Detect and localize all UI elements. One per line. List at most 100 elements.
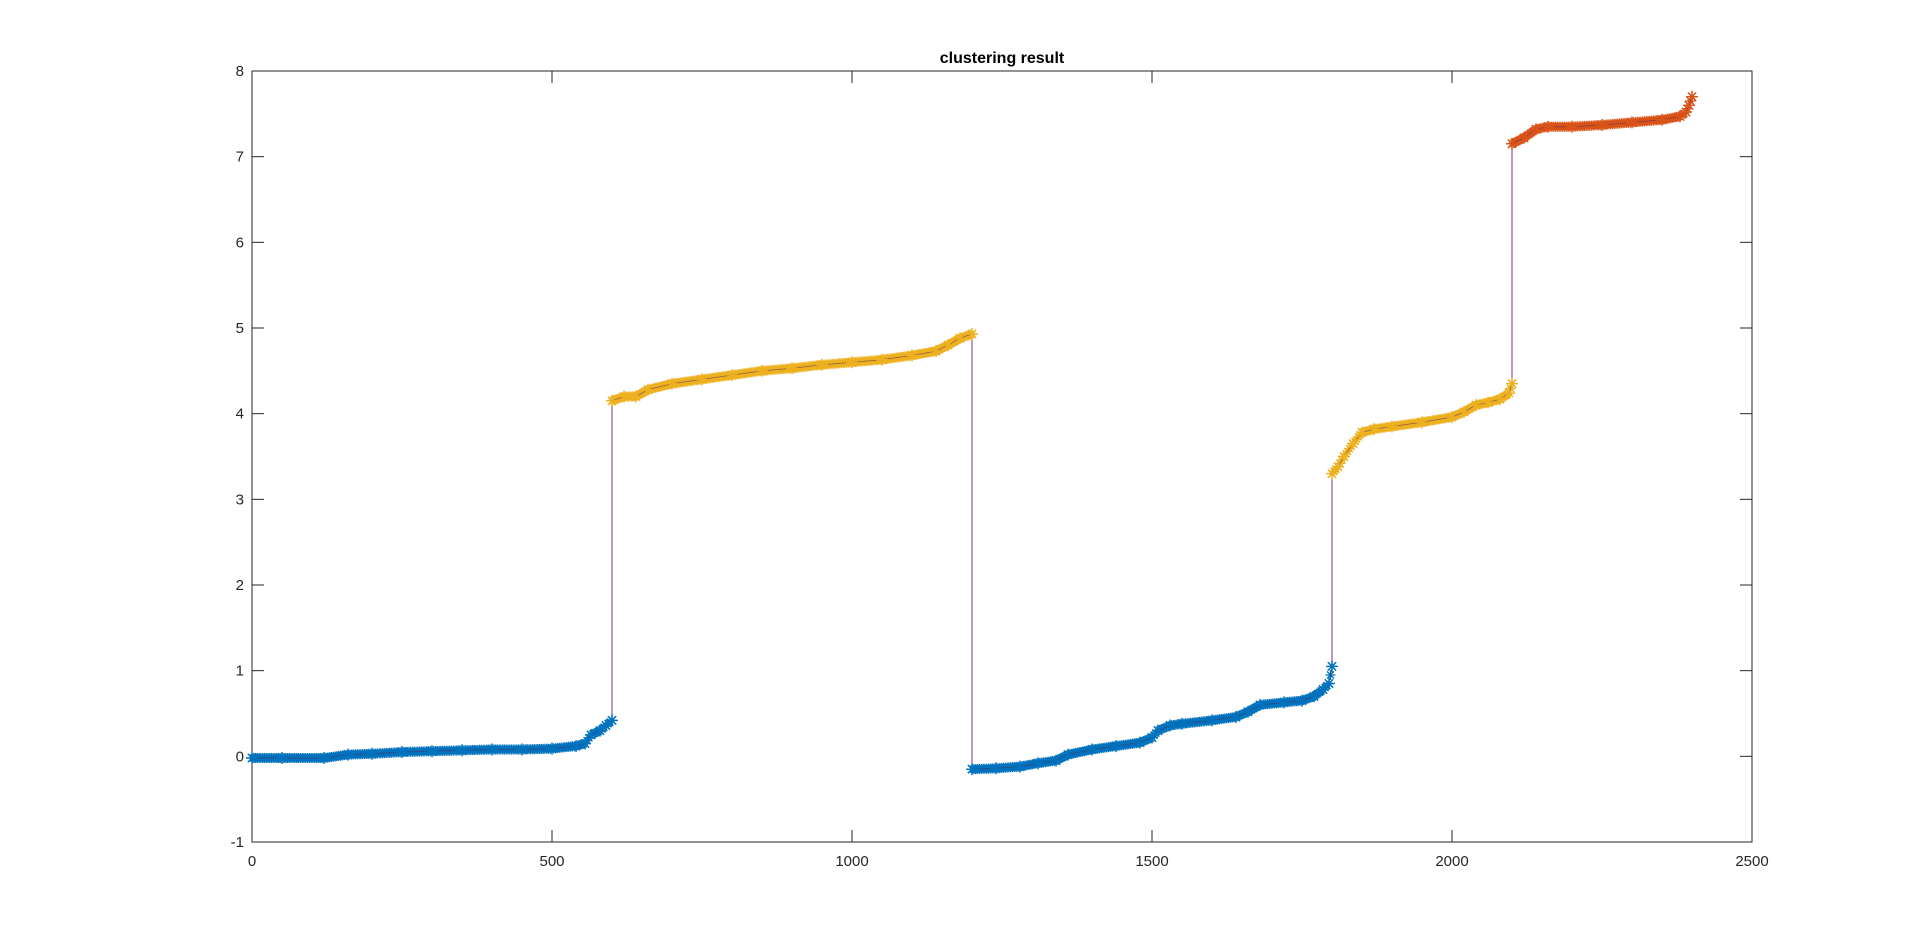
x-tick-label: 2500 xyxy=(1735,853,1768,870)
data-point-marker xyxy=(1317,683,1329,696)
data-point-marker xyxy=(1152,724,1164,737)
data-point-marker xyxy=(570,740,582,753)
data-point-marker xyxy=(1506,377,1518,390)
data-point-marker xyxy=(1242,705,1254,718)
data-point-marker xyxy=(666,377,678,390)
data-point-marker xyxy=(1326,467,1338,480)
data-point-marker xyxy=(966,328,978,340)
data-point-marker xyxy=(1680,106,1692,119)
data-point-marker xyxy=(630,390,642,403)
data-point-marker xyxy=(1176,717,1188,730)
data-point-marker xyxy=(276,752,288,764)
data-point-marker xyxy=(579,737,591,750)
data-point-marker xyxy=(1482,396,1494,409)
x-tick-label: 2000 xyxy=(1435,853,1468,870)
data-point-marker xyxy=(1254,698,1266,711)
data-point-marker xyxy=(966,763,978,776)
data-point-marker xyxy=(1014,760,1026,773)
data-point-marker xyxy=(786,362,798,375)
y-tick-label: 5 xyxy=(236,320,244,337)
data-point-marker xyxy=(1542,120,1554,133)
data-point-marker xyxy=(1494,393,1506,406)
data-point-marker xyxy=(1470,399,1482,412)
data-point-marker xyxy=(1230,710,1242,723)
data-point-marker xyxy=(1506,137,1518,150)
data-point-marker xyxy=(1686,90,1698,103)
data-point-marker xyxy=(1062,748,1074,761)
data-point-marker xyxy=(1164,719,1176,732)
data-point-marker xyxy=(456,744,468,757)
data-point-marker xyxy=(942,339,954,352)
y-tick-label: 2 xyxy=(236,577,244,594)
data-point-marker xyxy=(342,748,354,761)
data-point-marker xyxy=(1206,714,1218,727)
data-point-marker xyxy=(606,714,618,727)
data-point-marker xyxy=(1278,696,1290,709)
data-point-marker xyxy=(606,394,618,407)
data-point-marker xyxy=(396,746,408,758)
data-point-marker xyxy=(1674,110,1686,123)
data-point-marker xyxy=(366,747,378,760)
data-point-marker xyxy=(816,358,828,371)
data-point-marker xyxy=(1626,116,1638,129)
data-point-marker xyxy=(585,728,597,741)
data-point-marker xyxy=(1338,450,1350,463)
data-point-marker xyxy=(618,390,630,403)
y-tick-label: 3 xyxy=(236,491,244,508)
data-point-marker xyxy=(1503,387,1515,400)
y-tick-label: 7 xyxy=(236,149,244,166)
data-point-marker xyxy=(954,332,966,345)
data-point-marker xyxy=(930,345,942,358)
data-point-marker xyxy=(594,724,606,737)
y-tick-label: 8 xyxy=(236,63,244,80)
data-point-marker xyxy=(1332,460,1344,473)
y-tick-label: -1 xyxy=(231,834,244,851)
data-point-marker xyxy=(600,719,612,732)
data-point-marker xyxy=(1386,420,1398,433)
data-point-marker xyxy=(1530,123,1542,136)
y-tick-label: 0 xyxy=(236,748,244,765)
data-point-marker xyxy=(486,743,498,756)
x-tick-label: 0 xyxy=(248,853,256,870)
data-point-marker xyxy=(1446,411,1458,424)
data-point-marker xyxy=(1308,690,1320,703)
data-point-marker xyxy=(876,353,888,366)
data-point-marker xyxy=(1110,740,1122,753)
data-point-marker xyxy=(426,745,438,758)
data-point-marker xyxy=(1656,113,1668,126)
data-point-marker xyxy=(546,742,558,755)
y-tick-label: 6 xyxy=(236,234,244,251)
data-point-marker xyxy=(906,349,918,362)
data-point-marker xyxy=(990,762,1002,775)
data-point-marker xyxy=(726,369,738,382)
data-point-marker xyxy=(1347,437,1359,450)
y-tick-label: 4 xyxy=(236,406,244,423)
data-point-marker xyxy=(1416,416,1428,429)
data-point-marker xyxy=(318,752,330,764)
data-point-marker xyxy=(1518,131,1530,144)
data-point-marker xyxy=(1596,119,1608,131)
x-tick-label: 500 xyxy=(539,853,564,870)
data-point-marker xyxy=(1032,757,1044,770)
axes-box xyxy=(251,70,1753,843)
x-tick-label: 1500 xyxy=(1135,853,1168,870)
data-point-marker xyxy=(1050,754,1062,767)
y-tick-label: 1 xyxy=(236,663,244,680)
data-point-marker xyxy=(642,383,654,396)
data-point-marker xyxy=(1086,743,1098,756)
data-point-marker xyxy=(1146,731,1158,744)
data-point-marker xyxy=(1458,406,1470,418)
data-point-marker xyxy=(246,752,258,764)
chart-title: clustering result xyxy=(940,50,1065,67)
data-point-marker xyxy=(1296,694,1308,707)
data-point-marker xyxy=(1323,677,1335,690)
data-point-marker xyxy=(1566,120,1578,133)
data-point-marker xyxy=(756,364,768,377)
data-point-marker xyxy=(1134,736,1146,749)
x-tick-label: 1000 xyxy=(835,853,868,870)
data-point-marker xyxy=(1326,660,1338,673)
data-point-marker xyxy=(1368,423,1380,436)
data-point-marker xyxy=(1683,99,1695,112)
